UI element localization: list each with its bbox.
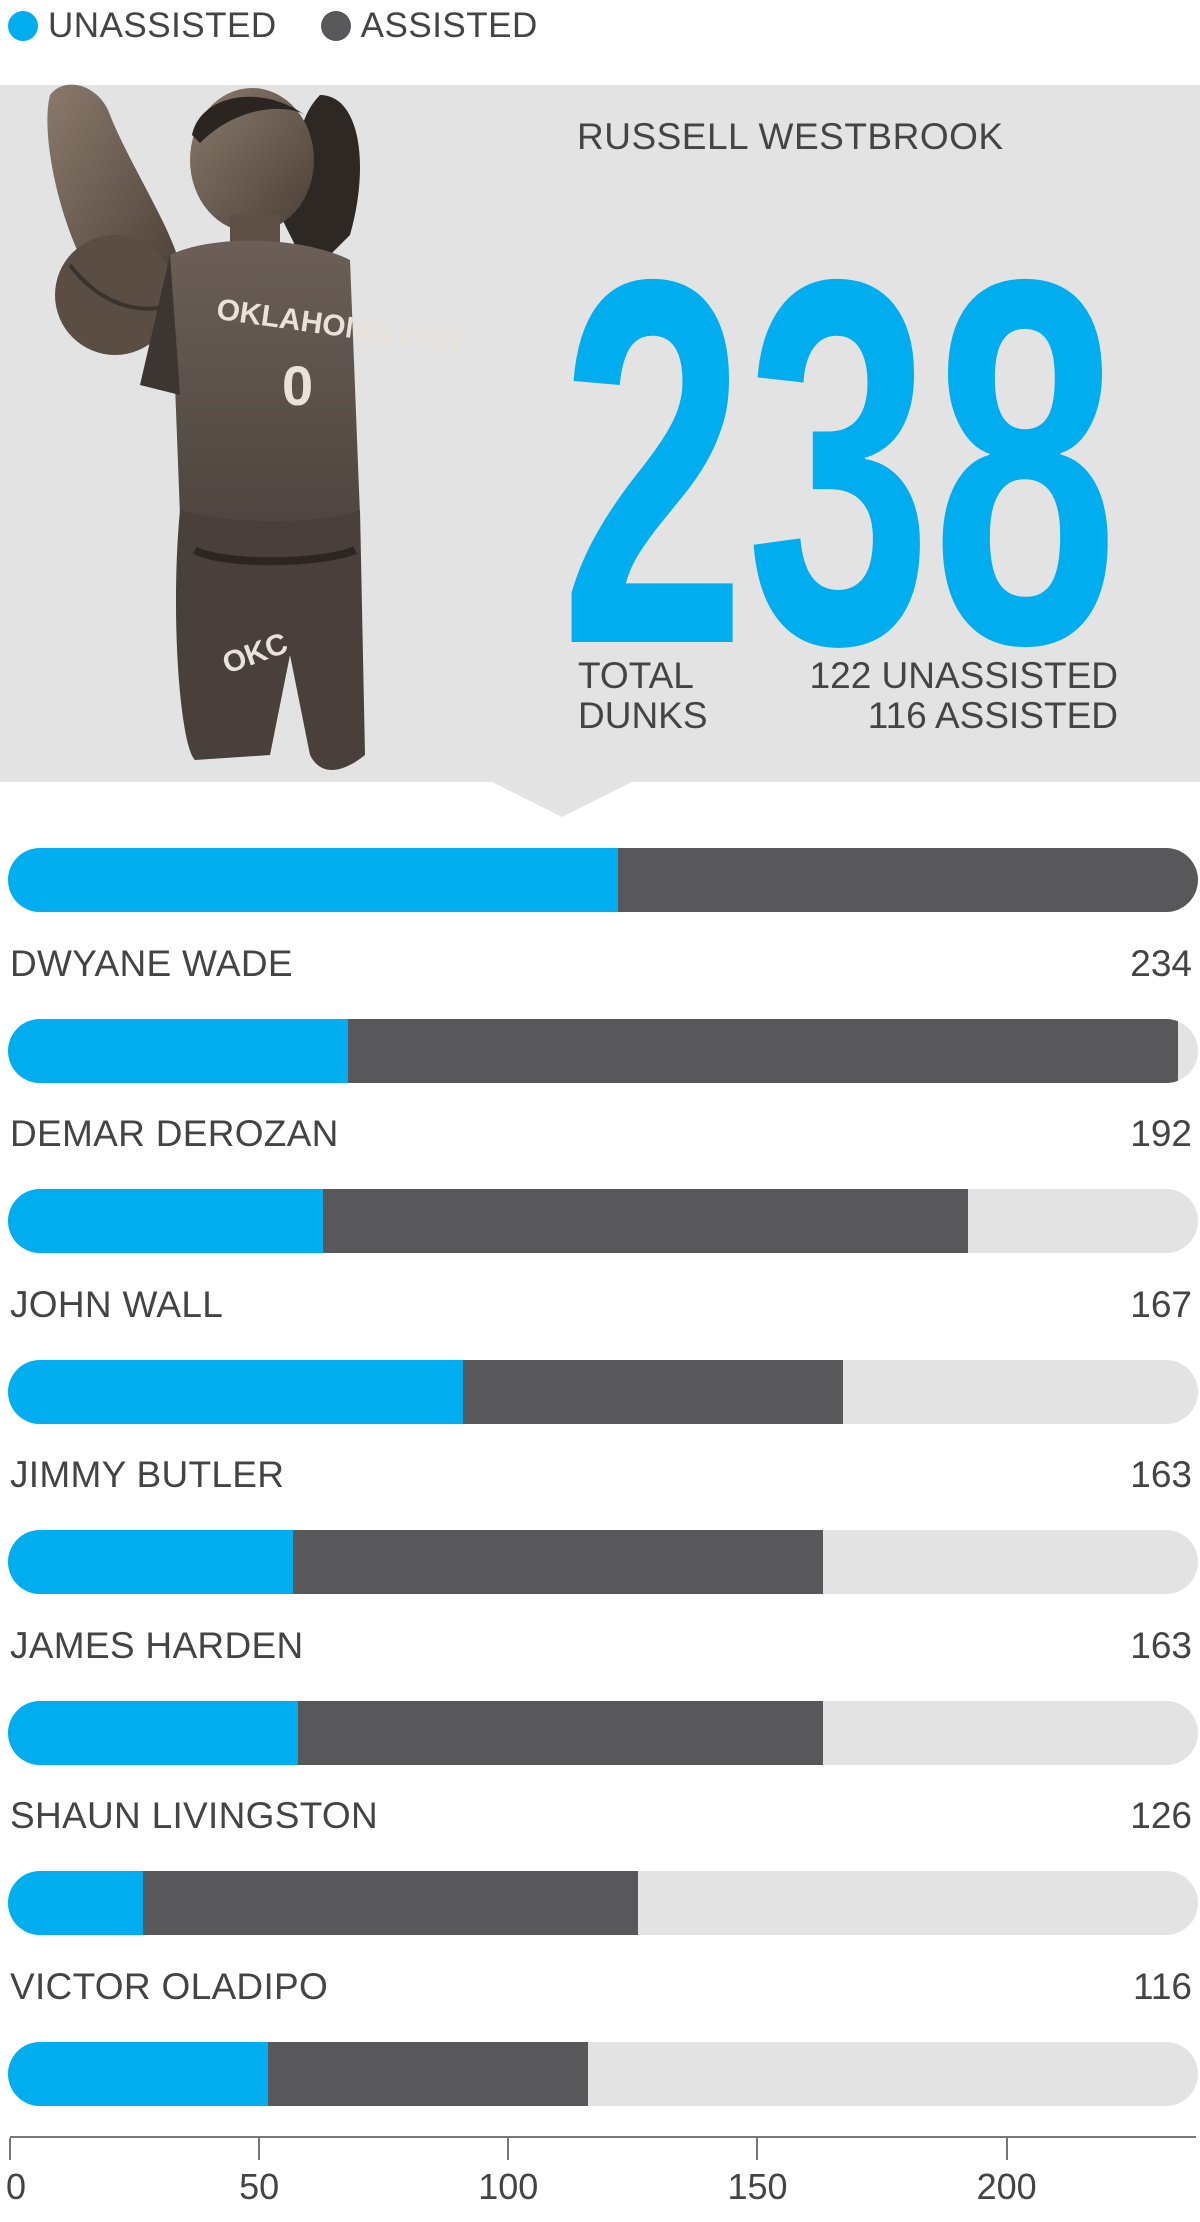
x-tick-200 <box>1005 2138 1008 2160</box>
bar-track-dwyane-wade <box>8 1019 1198 1083</box>
hero-breakdown: 122 UNASSISTED 116 ASSISTED <box>810 656 1118 736</box>
bar-assisted-demar-derozan <box>323 1189 968 1253</box>
x-tick-50 <box>258 2138 261 2160</box>
bar-total-victor-oladipo: 116 <box>1133 1966 1192 2007</box>
x-tick-0 <box>9 2138 11 2160</box>
bar-assisted-shaun-livingston <box>143 1871 638 1935</box>
bar-track-james-harden <box>8 1701 1198 1765</box>
bar-assisted-dwyane-wade <box>348 1019 1178 1083</box>
hero-unassisted-count: 122 UNASSISTED <box>809 655 1118 696</box>
bar-unassisted-shaun-livingston <box>8 1871 143 1935</box>
legend-swatch-assisted <box>320 11 351 41</box>
hero-pointer <box>490 781 634 817</box>
legend-label-assisted: ASSISTED <box>360 6 538 45</box>
hero-total-text: 238 <box>560 172 1118 652</box>
x-tick-label-150: 150 <box>727 2166 788 2207</box>
bar-total-shaun-livingston: 126 <box>1130 1795 1192 1836</box>
legend-label-unassisted: UNASSISTED <box>48 6 277 45</box>
bar-unassisted-victor-oladipo <box>8 2042 268 2106</box>
bar-total-john-wall: 167 <box>1130 1284 1192 1325</box>
x-axis-line <box>10 2136 1196 2138</box>
hero-assisted-count: 116 ASSISTED <box>867 695 1118 736</box>
bar-track-demar-derozan <box>8 1189 1198 1253</box>
bar-label-dwyane-wade: DWYANE WADE <box>10 943 293 984</box>
bar-assisted-victor-oladipo <box>268 2042 588 2106</box>
x-tick-label-200: 200 <box>976 2166 1037 2207</box>
hero-total-number: 238 <box>560 172 1118 652</box>
bar-total-jimmy-butler: 163 <box>1130 1454 1192 1495</box>
bar-label-james-harden: JAMES HARDEN <box>10 1625 304 1666</box>
bar-track-shaun-livingston <box>8 1871 1198 1935</box>
bar-assisted-russell-westbrook <box>618 848 1198 912</box>
hero-total-label: TOTAL DUNKS <box>578 655 708 736</box>
bar-unassisted-jimmy-butler <box>8 1530 293 1594</box>
legend-item-unassisted: UNASSISTED <box>8 6 277 46</box>
bar-label-demar-derozan: DEMAR DEROZAN <box>10 1113 339 1154</box>
bar-track-john-wall <box>8 1360 1198 1424</box>
player-photo: OKLAHOMA CITY 0 OKC <box>47 84 469 770</box>
bar-track-victor-oladipo <box>8 2042 1198 2106</box>
bar-unassisted-demar-derozan <box>8 1189 323 1253</box>
bar-total-demar-derozan: 192 <box>1130 1113 1192 1154</box>
bar-assisted-james-harden <box>298 1701 823 1765</box>
bar-label-john-wall: JOHN WALL <box>10 1284 224 1325</box>
bar-total-dwyane-wade: 234 <box>1130 943 1192 984</box>
x-tick-label-100: 100 <box>478 2166 539 2207</box>
x-tick-label-50: 50 <box>239 2166 280 2207</box>
legend-item-assisted: ASSISTED <box>320 6 538 46</box>
legend-swatch-unassisted <box>8 11 38 41</box>
x-tick-100 <box>507 2138 510 2160</box>
bar-label-shaun-livingston: SHAUN LIVINGSTON <box>10 1795 379 1836</box>
bar-assisted-john-wall <box>463 1360 843 1424</box>
bar-unassisted-dwyane-wade <box>8 1019 348 1083</box>
bar-total-james-harden: 163 <box>1130 1625 1192 1666</box>
legend: UNASSISTED ASSISTED <box>8 6 582 46</box>
bar-track-russell-westbrook <box>8 848 1198 912</box>
bar-label-victor-oladipo: VICTOR OLADIPO <box>10 1966 329 2007</box>
hero-player-name: RUSSELL WESTBROOK <box>577 116 1004 157</box>
bar-unassisted-john-wall <box>8 1360 463 1424</box>
x-tick-150 <box>756 2138 759 2160</box>
jersey-number: 0 <box>282 354 313 417</box>
bar-track-jimmy-butler <box>8 1530 1198 1594</box>
x-tick-label-0: 0 <box>6 2166 27 2207</box>
bar-unassisted-russell-westbrook <box>8 848 618 912</box>
bar-label-jimmy-butler: JIMMY BUTLER <box>10 1454 285 1495</box>
bar-assisted-jimmy-butler <box>293 1530 823 1594</box>
bar-unassisted-james-harden <box>8 1701 298 1765</box>
